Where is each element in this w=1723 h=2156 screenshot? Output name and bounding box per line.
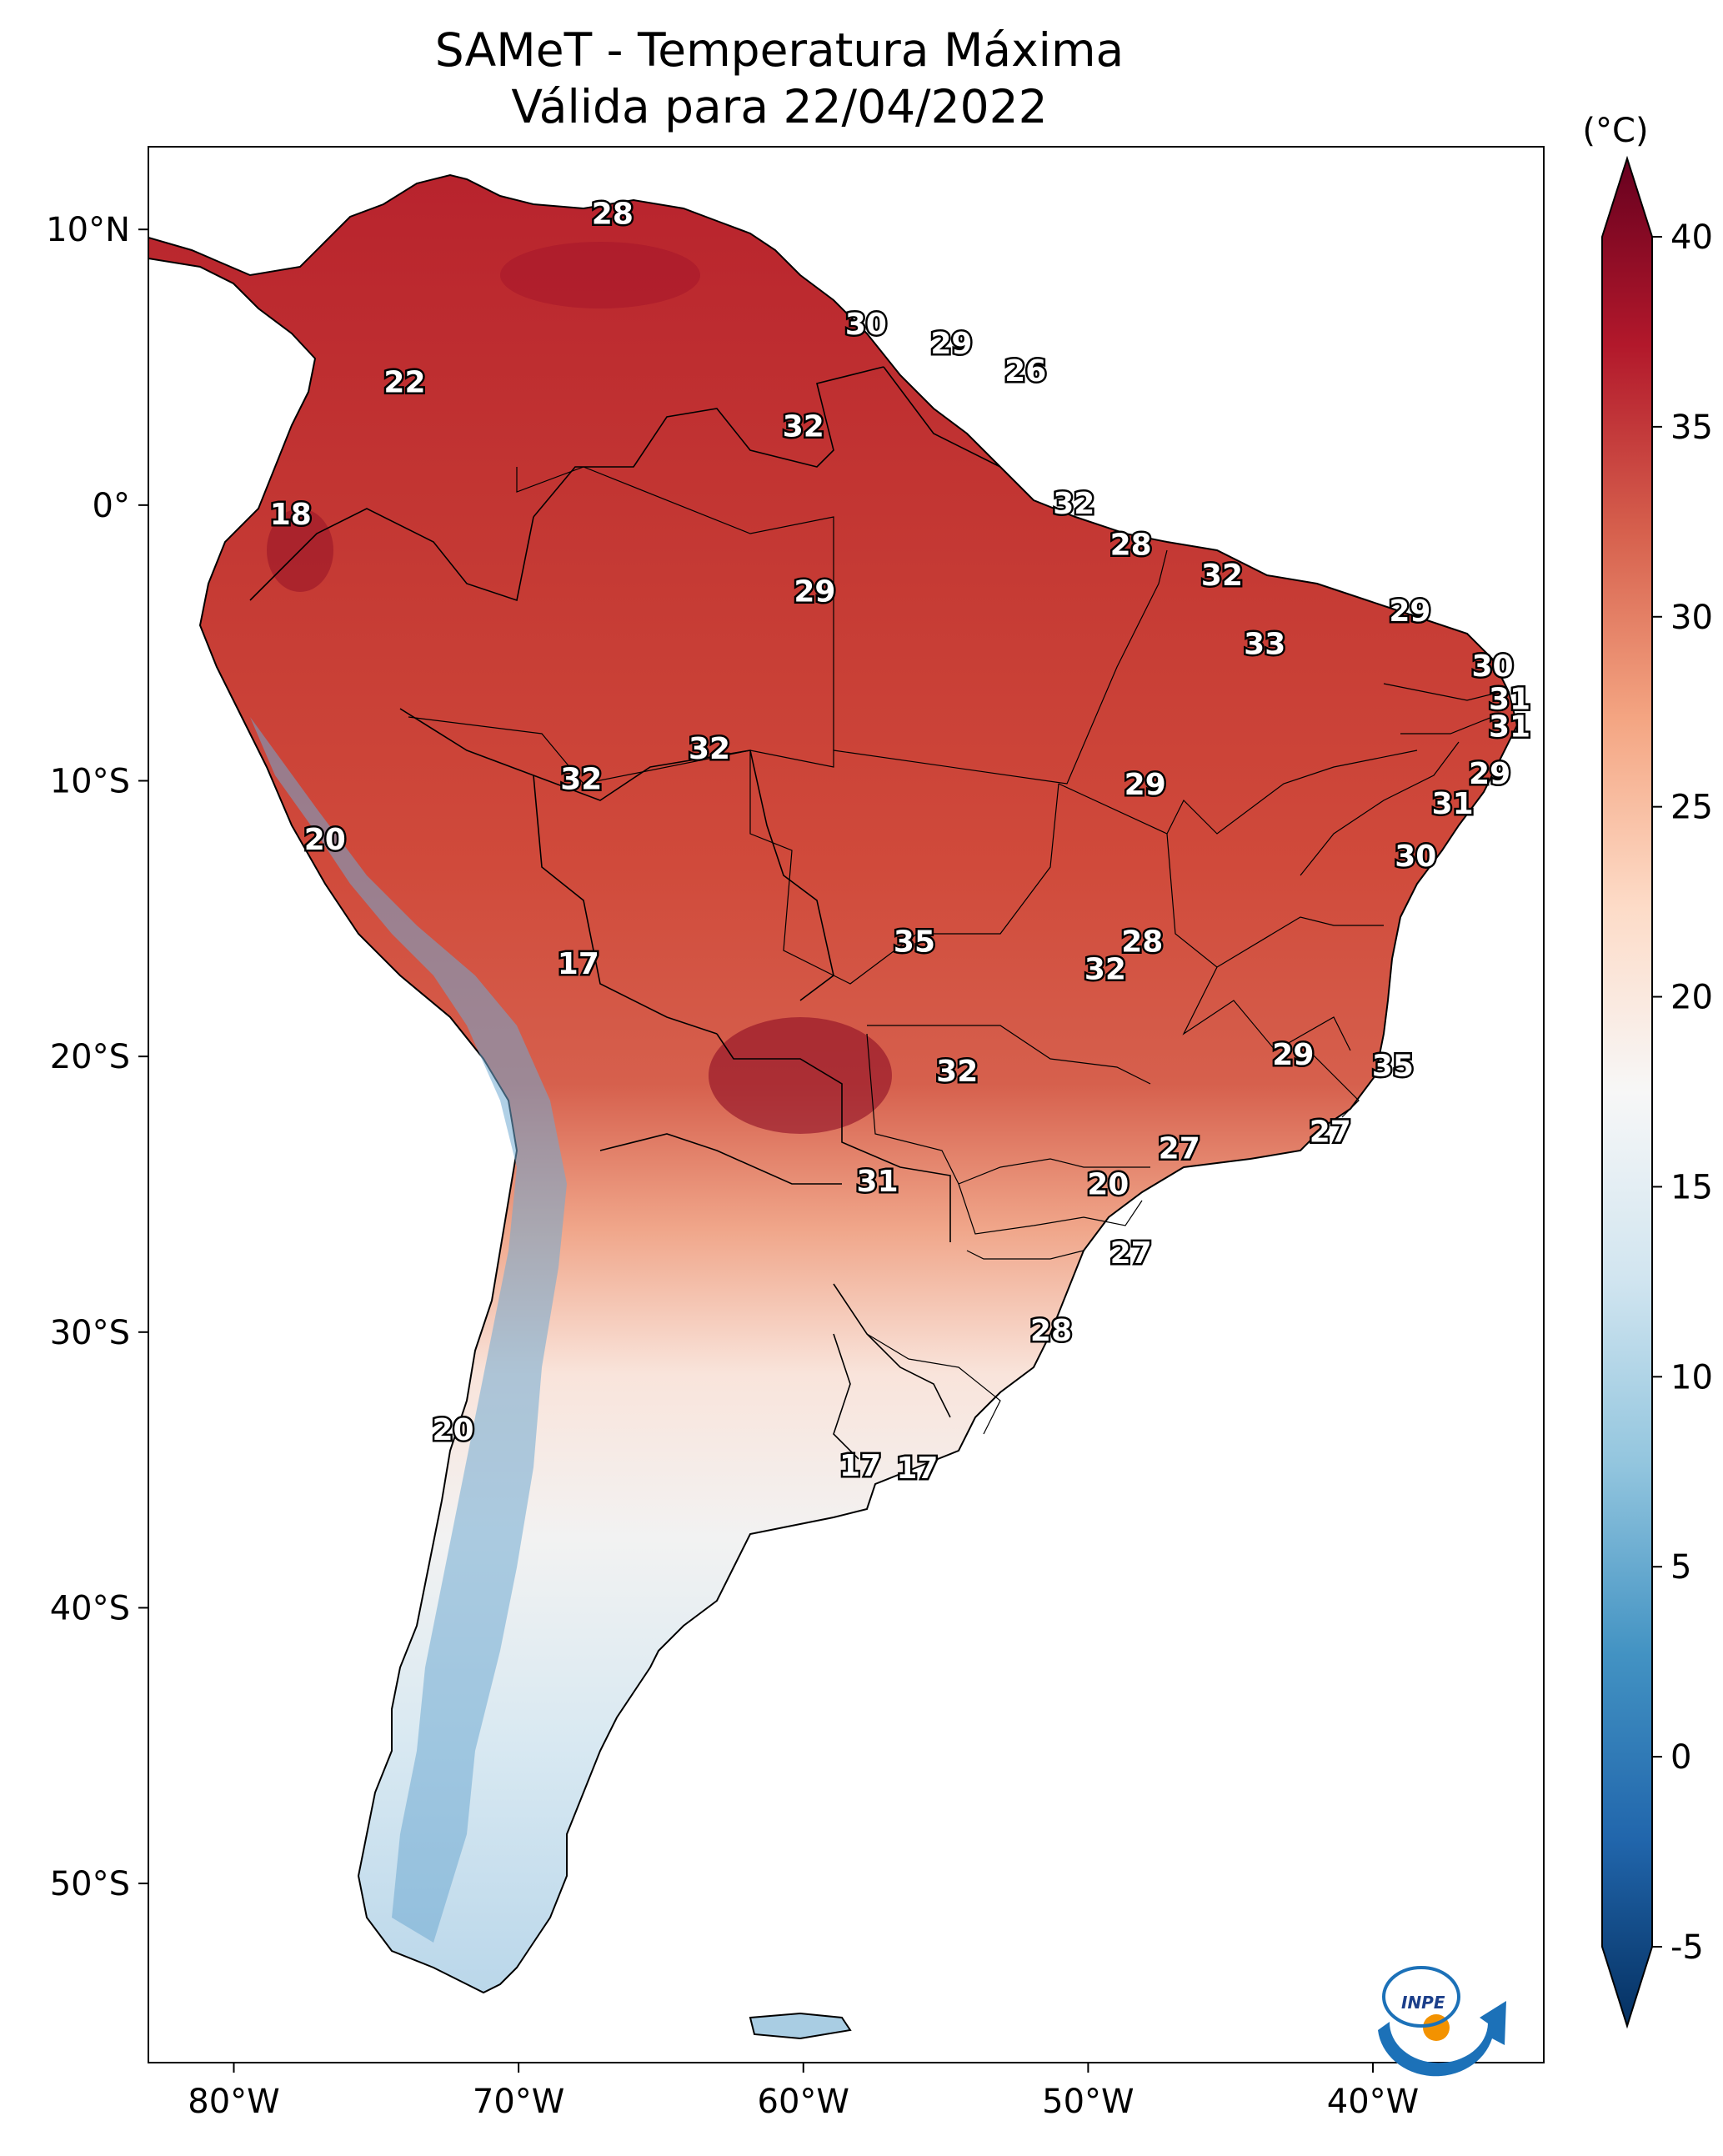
colorbar-tick-label: -5: [1670, 1928, 1704, 1967]
contour-label: 20: [1087, 1168, 1129, 1202]
contour-label: 31: [857, 1165, 899, 1199]
lat-label: 30°S: [50, 1314, 130, 1352]
contour-label: 29: [1469, 757, 1510, 791]
contour-label: 29: [794, 575, 835, 609]
contour-label: 32: [783, 409, 824, 444]
lat-label: 0°: [93, 487, 130, 525]
contour-label: 20: [304, 823, 346, 857]
lon-label: 60°W: [758, 2083, 849, 2121]
contour-label: 27: [1310, 1116, 1351, 1150]
colorbar: (°C) 40 35 30 25 20 15 10 5 0 -5: [1582, 112, 1713, 2029]
colorbar-ticks: 40 35 30 25 20 15 10 5 0 -5: [1652, 218, 1713, 1967]
inpe-text: INPE: [1401, 1993, 1445, 2013]
contour-label: 32: [1084, 953, 1126, 987]
colorbar-tick-label: 0: [1670, 1738, 1691, 1777]
lon-label: 80°W: [188, 2083, 279, 2121]
contour-label: 20: [432, 1413, 473, 1447]
contour-label: 28: [1110, 528, 1152, 562]
contour-label: 27: [1159, 1132, 1200, 1166]
colorbar-tick-label: 30: [1670, 599, 1713, 637]
contour-label: 31: [1489, 683, 1530, 717]
colorbar-tick-label: 5: [1670, 1548, 1691, 1587]
colorbar-tick-label: 15: [1670, 1168, 1713, 1206]
colorbar-tick-label: 25: [1670, 789, 1713, 827]
lon-label: 40°W: [1327, 2083, 1419, 2121]
contour-label: 30: [1471, 649, 1513, 684]
country-borders: [249, 366, 1001, 1460]
lat-label: 40°S: [50, 1589, 130, 1627]
contour-label: 30: [1395, 840, 1436, 874]
heat-core-chaco: [709, 1017, 892, 1134]
contour-label: 33: [1244, 627, 1285, 661]
falkland-islands: [749, 2012, 852, 2040]
contour-label: 28: [1030, 1314, 1072, 1348]
andes-cool-band: [250, 717, 567, 1943]
contour-label: 31: [1489, 710, 1530, 745]
contour-label: 17: [558, 947, 599, 981]
contour-label: 31: [1432, 787, 1474, 821]
lon-label: 50°W: [1042, 2083, 1134, 2121]
contour-label: 27: [1110, 1236, 1152, 1271]
colorbar-tick-label: 20: [1670, 979, 1713, 1017]
contour-label: 32: [1053, 487, 1094, 521]
inpe-swoosh: [1378, 2001, 1506, 2077]
map-subtitle: Válida para 22/04/2022: [511, 80, 1048, 133]
map-title: SAMeT - Temperatura Máxima: [434, 23, 1124, 77]
heat-core-venezuela: [500, 242, 700, 308]
colorbar-tick-label: 35: [1670, 409, 1713, 447]
lat-label: 20°S: [50, 1038, 130, 1076]
continent-layer: [148, 173, 1519, 2040]
contour-label: 28: [1121, 925, 1163, 960]
contour-label: 32: [1201, 559, 1243, 593]
colorbar-bar: [1601, 155, 1653, 2029]
contour-label: 32: [936, 1055, 978, 1089]
colorbar-tick-label: 10: [1670, 1358, 1713, 1396]
contour-label: 18: [270, 498, 312, 532]
contour-label: 32: [689, 732, 730, 766]
state-borders: [408, 466, 1501, 1435]
contour-label: 35: [1372, 1049, 1414, 1083]
contour-label: 29: [1389, 594, 1430, 629]
inpe-orbit: [1382, 1966, 1460, 2028]
contour-label: 29: [1124, 768, 1166, 802]
colorbar-tick-label: 40: [1670, 218, 1713, 257]
lon-label: 70°W: [473, 2083, 564, 2121]
map-frame: [148, 146, 1545, 2063]
contour-label: 22: [383, 365, 425, 399]
lat-label: 10°N: [46, 211, 130, 249]
lat-label: 50°S: [50, 1865, 130, 1903]
contour-label: 17: [839, 1449, 881, 1483]
contour-label: 29: [930, 327, 972, 361]
contour-label: 28: [592, 198, 634, 232]
colorbar-unit: (°C): [1582, 112, 1648, 150]
contour-label: 32: [560, 762, 602, 796]
contour-label: 35: [894, 925, 935, 960]
inpe-logo: INPE: [1378, 1966, 1506, 2077]
axis-labels: 10°N 0° 10°S 20°S 30°S 40°S 50°S 80°W 70°W 60°W 50…: [46, 211, 1419, 2121]
lat-label: 10°S: [50, 762, 130, 800]
contour-label: 17: [896, 1452, 938, 1486]
contour-label: 29: [1272, 1038, 1314, 1072]
contour-label: 30: [845, 308, 887, 342]
contour-label: 26: [1004, 354, 1046, 389]
